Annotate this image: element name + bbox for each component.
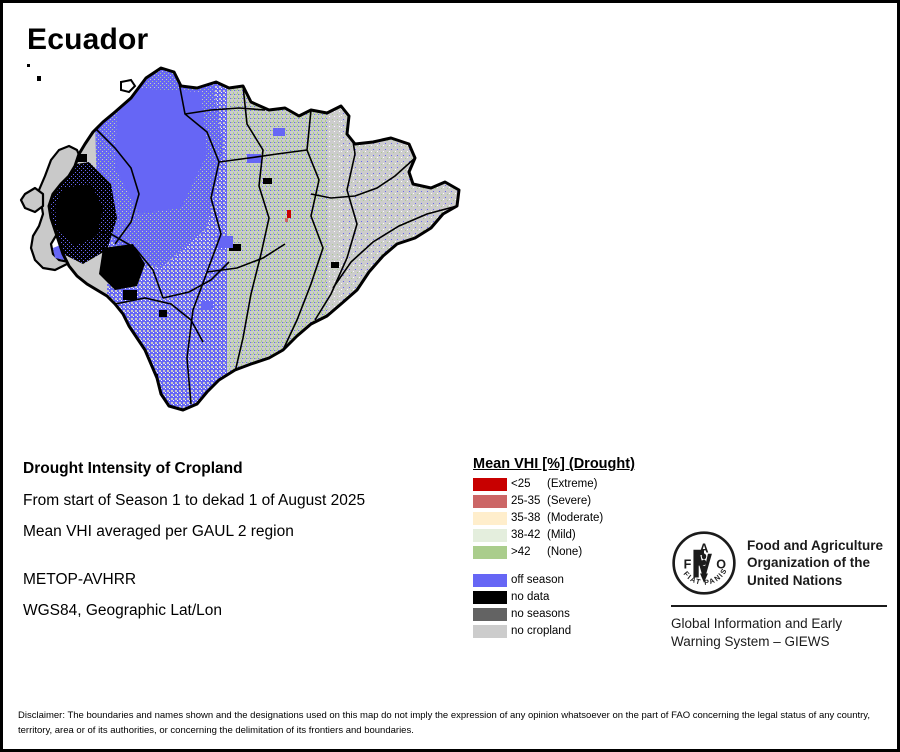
- giews-line1: Global Information and Early: [671, 616, 843, 631]
- legend-name-mild: (Mild): [547, 529, 576, 541]
- caption-spacer: [23, 556, 453, 572]
- legend-range-moderate: 35-38: [511, 512, 541, 524]
- svg-text:F: F: [684, 557, 692, 571]
- svg-text:O: O: [716, 557, 726, 571]
- caption-aggregation: Mean VHI averaged per GAUL 2 region: [23, 523, 294, 540]
- legend-swatch-mild: [473, 528, 507, 542]
- legend-swatch-none: [473, 545, 507, 559]
- legend-swatch-severe: [473, 494, 507, 508]
- ecuador-mainland: [47, 66, 461, 412]
- legend-name-none: (None): [547, 546, 583, 558]
- legend-item-severe[interactable]: 25-35 (Severe): [473, 494, 673, 508]
- legend-name-extreme: (Extreme): [547, 478, 598, 490]
- legend-item-moderate[interactable]: 35-38 (Moderate): [473, 511, 673, 525]
- fao-org-line3: United Nations: [747, 572, 843, 588]
- legend-swatch-extreme: [473, 477, 507, 491]
- legend-title: Mean VHI [%] (Drought): [473, 456, 635, 472]
- caption-period: From start of Season 1 to dekad 1 of Aug…: [23, 491, 366, 509]
- legend-item-no-cropland[interactable]: no cropland: [473, 624, 673, 638]
- legend-label-off-season: off season: [511, 574, 564, 586]
- legend-swatch-no-seasons: [473, 607, 507, 621]
- legend-swatch-moderate: [473, 511, 507, 525]
- legend-item-none[interactable]: >42 (None): [473, 545, 673, 559]
- legend-label-no-data: no data: [511, 591, 550, 603]
- legend-swatch-no-data: [473, 590, 507, 604]
- map-graphic: [19, 64, 461, 412]
- disclaimer-text: Disclaimer: The boundaries and names sho…: [18, 710, 870, 736]
- legend-item-extreme[interactable]: <25 (Extreme): [473, 477, 673, 491]
- giews-line2: Warning System – GIEWS: [671, 633, 830, 649]
- page-title: Ecuador: [27, 23, 149, 56]
- legend-item-no-data[interactable]: no data: [473, 590, 673, 604]
- legend-separator: [473, 562, 673, 573]
- legend-range-none: >42: [511, 546, 531, 558]
- legend-item-mild[interactable]: 38-42 (Mild): [473, 528, 673, 542]
- svg-text:A: A: [699, 541, 708, 555]
- legend-item-no-seasons[interactable]: no seasons: [473, 607, 673, 621]
- legend-label-severe: 25-35 (Severe): [511, 495, 591, 507]
- caption-projection: WGS84, Geographic Lat/Lon: [23, 602, 223, 619]
- giews-program-name: Global Information and Early Warning Sys…: [671, 615, 887, 651]
- fao-organization-name: Food and Agriculture Organization of the…: [747, 537, 883, 589]
- legend-range-mild: 38-42: [511, 529, 541, 541]
- legend-swatch-no-cropland: [473, 624, 507, 638]
- legend-swatch-off-season: [473, 573, 507, 587]
- caption-heading: Drought Intensity of Cropland: [23, 460, 243, 477]
- caption-sensor: METOP-AVHRR: [23, 570, 137, 588]
- map-legend: Mean VHI [%] (Drought) <25 (Extreme) 25-3…: [473, 456, 673, 641]
- legend-label-extreme: <25 (Extreme): [511, 478, 597, 490]
- fao-emblem-icon: A F O FIAT PANIS: [672, 531, 736, 595]
- legend-label-no-seasons: no seasons: [511, 608, 570, 620]
- legend-range-severe: 25-35: [511, 495, 541, 507]
- fao-divider: [671, 605, 887, 607]
- fao-org-line2: Organization of the: [747, 555, 870, 571]
- caption-block: Drought Intensity of Cropland From start…: [23, 461, 453, 635]
- legend-name-severe: (Severe): [547, 495, 592, 507]
- fao-branding: A F O FIAT PANIS Food and Agriculture Or…: [671, 530, 887, 651]
- legend-label-moderate: 35-38 (Moderate): [511, 512, 603, 524]
- legend-label-mild: 38-42 (Mild): [511, 529, 576, 541]
- legend-label-no-cropland: no cropland: [511, 625, 572, 637]
- legend-label-none: >42 (None): [511, 546, 582, 558]
- fao-org-line1: Food and Agriculture: [747, 538, 883, 554]
- legend-item-off-season[interactable]: off season: [473, 573, 673, 587]
- map-canvas[interactable]: [11, 58, 895, 428]
- legend-name-moderate: (Moderate): [547, 512, 604, 524]
- legend-range-extreme: <25: [511, 478, 531, 490]
